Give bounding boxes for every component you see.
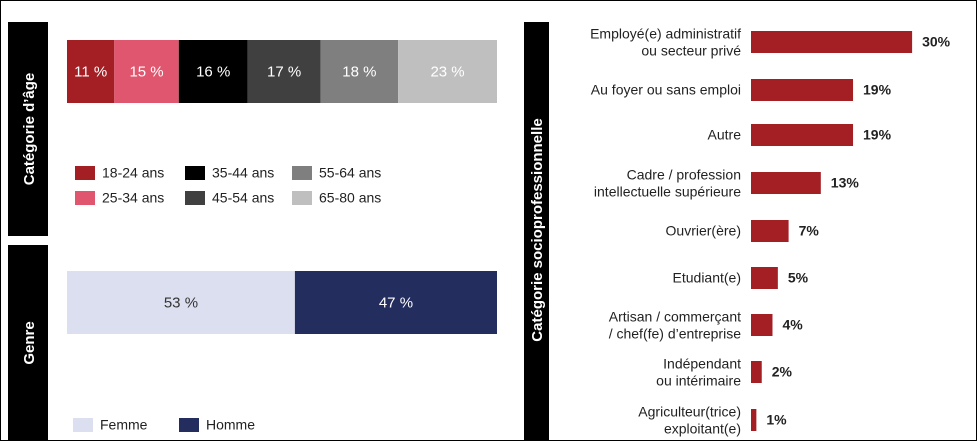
legend-label: 25-34 ans bbox=[102, 190, 164, 206]
category-label: Ouvrier(ère) bbox=[666, 223, 741, 239]
bar bbox=[751, 220, 789, 242]
legend-swatch bbox=[179, 418, 199, 432]
category-label: Indépendant ou intérimaire bbox=[656, 355, 741, 388]
bar bbox=[751, 361, 762, 383]
data-label: 5% bbox=[788, 270, 809, 286]
bar bbox=[751, 172, 821, 194]
bar bbox=[751, 31, 913, 53]
data-label: 47 % bbox=[379, 294, 413, 311]
bar bbox=[751, 267, 778, 289]
axis-label: Catégorie d’âge bbox=[21, 73, 38, 186]
legend-label: 65-80 ans bbox=[319, 190, 381, 206]
legend-swatch bbox=[75, 166, 95, 180]
data-label: 18 % bbox=[342, 63, 376, 80]
bar-segment bbox=[320, 40, 399, 103]
side-band bbox=[8, 245, 48, 441]
legend-swatch bbox=[185, 166, 205, 180]
bar bbox=[751, 79, 854, 101]
bar-segment bbox=[67, 271, 295, 334]
bar bbox=[751, 124, 854, 146]
category-label: Agriculteur(trice) exploitant(e) bbox=[638, 403, 741, 436]
legend-label: 18-24 ans bbox=[102, 165, 164, 181]
bar-segment bbox=[294, 271, 497, 334]
category-label: Au foyer ou sans emploi bbox=[591, 82, 741, 98]
data-label: 53 % bbox=[164, 294, 198, 311]
legend-swatch bbox=[185, 191, 205, 205]
legend-label: Femme bbox=[100, 417, 148, 433]
data-label: 7% bbox=[799, 223, 820, 239]
data-label: 2% bbox=[772, 364, 793, 380]
axis-label: Catégorie socioprofessionnelle bbox=[529, 118, 546, 341]
data-label: 30% bbox=[922, 34, 951, 50]
category-label: Employé(e) administratif ou secteur privé bbox=[590, 25, 741, 58]
bar-segment bbox=[67, 40, 115, 103]
category-label: Etudiant(e) bbox=[673, 270, 741, 286]
category-label: Cadre / profession intellectuelle supérie… bbox=[594, 166, 741, 199]
side-band bbox=[8, 22, 48, 236]
side-band bbox=[524, 22, 549, 441]
data-label: 11 % bbox=[74, 63, 107, 80]
legend-label: 45-54 ans bbox=[212, 190, 274, 206]
legend-label: 55-64 ans bbox=[319, 165, 381, 181]
data-label: 4% bbox=[782, 317, 803, 333]
legend-swatch bbox=[292, 166, 312, 180]
data-label: 23 % bbox=[430, 63, 464, 80]
data-label: 19% bbox=[863, 127, 892, 143]
bar-segment bbox=[398, 40, 497, 103]
data-label: 13% bbox=[831, 175, 860, 191]
bar bbox=[751, 314, 773, 336]
data-label: 16 % bbox=[196, 63, 230, 80]
legend-swatch bbox=[75, 191, 95, 205]
bar bbox=[751, 409, 757, 431]
data-label: 19% bbox=[863, 82, 892, 98]
legend-label: Homme bbox=[206, 417, 255, 433]
bar-segment bbox=[114, 40, 179, 103]
axis-label: Genre bbox=[21, 321, 38, 364]
data-label: 1% bbox=[766, 412, 787, 428]
legend-swatch bbox=[73, 418, 93, 432]
category-label: Artisan / commerçant / chef(fe) d’entrepr… bbox=[609, 308, 741, 341]
category-label: Autre bbox=[708, 127, 742, 143]
data-label: 15 % bbox=[129, 63, 163, 80]
bar-segment bbox=[178, 40, 248, 103]
bar-segment bbox=[247, 40, 321, 103]
legend-swatch bbox=[292, 191, 312, 205]
data-label: 17 % bbox=[267, 63, 301, 80]
legend-label: 35-44 ans bbox=[212, 165, 274, 181]
